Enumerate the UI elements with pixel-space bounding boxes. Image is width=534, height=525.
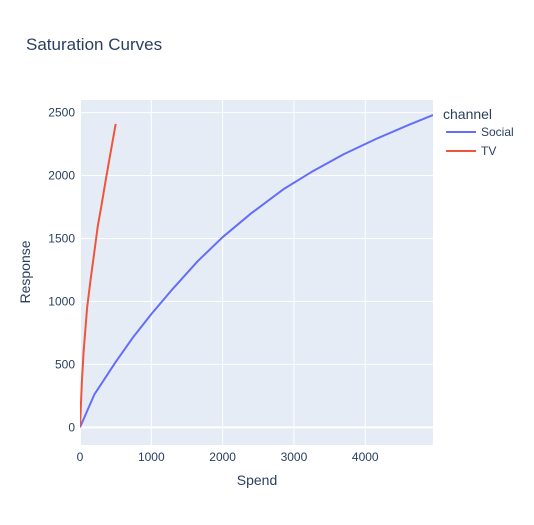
y-tick-label: 1500 [48, 232, 75, 246]
legend-item-tv[interactable]: TV [446, 144, 496, 158]
x-tick-label: 1000 [138, 450, 165, 464]
x-tick-label: 3000 [281, 450, 308, 464]
y-axis-title: Response [17, 240, 33, 303]
axis-ticks: 0 1000 2000 3000 4000 0 500 1000 1500 2000 2500 [48, 106, 379, 464]
legend-label: Social [481, 125, 514, 139]
plot-area [80, 100, 433, 445]
chart-title: Saturation Curves [26, 35, 162, 54]
x-tick-label: 2000 [209, 450, 236, 464]
y-tick-label: 500 [55, 357, 75, 371]
grid-lines [79, 100, 433, 445]
legend-item-social[interactable]: Social [446, 125, 514, 139]
legend-title: channel [443, 106, 492, 122]
y-tick-label: 0 [68, 420, 75, 434]
legend-label: TV [481, 144, 496, 158]
series-lines [80, 114, 433, 428]
series-line-tv[interactable] [80, 123, 117, 428]
x-tick-label: 4000 [352, 450, 379, 464]
y-tick-label: 1000 [48, 294, 75, 308]
legend[interactable]: channel Social TV [443, 106, 514, 158]
series-line-social[interactable] [80, 114, 433, 428]
y-tick-label: 2500 [48, 106, 75, 120]
y-tick-label: 2000 [48, 169, 75, 183]
x-tick-label: 0 [77, 450, 84, 464]
x-axis-title: Spend [237, 472, 277, 488]
